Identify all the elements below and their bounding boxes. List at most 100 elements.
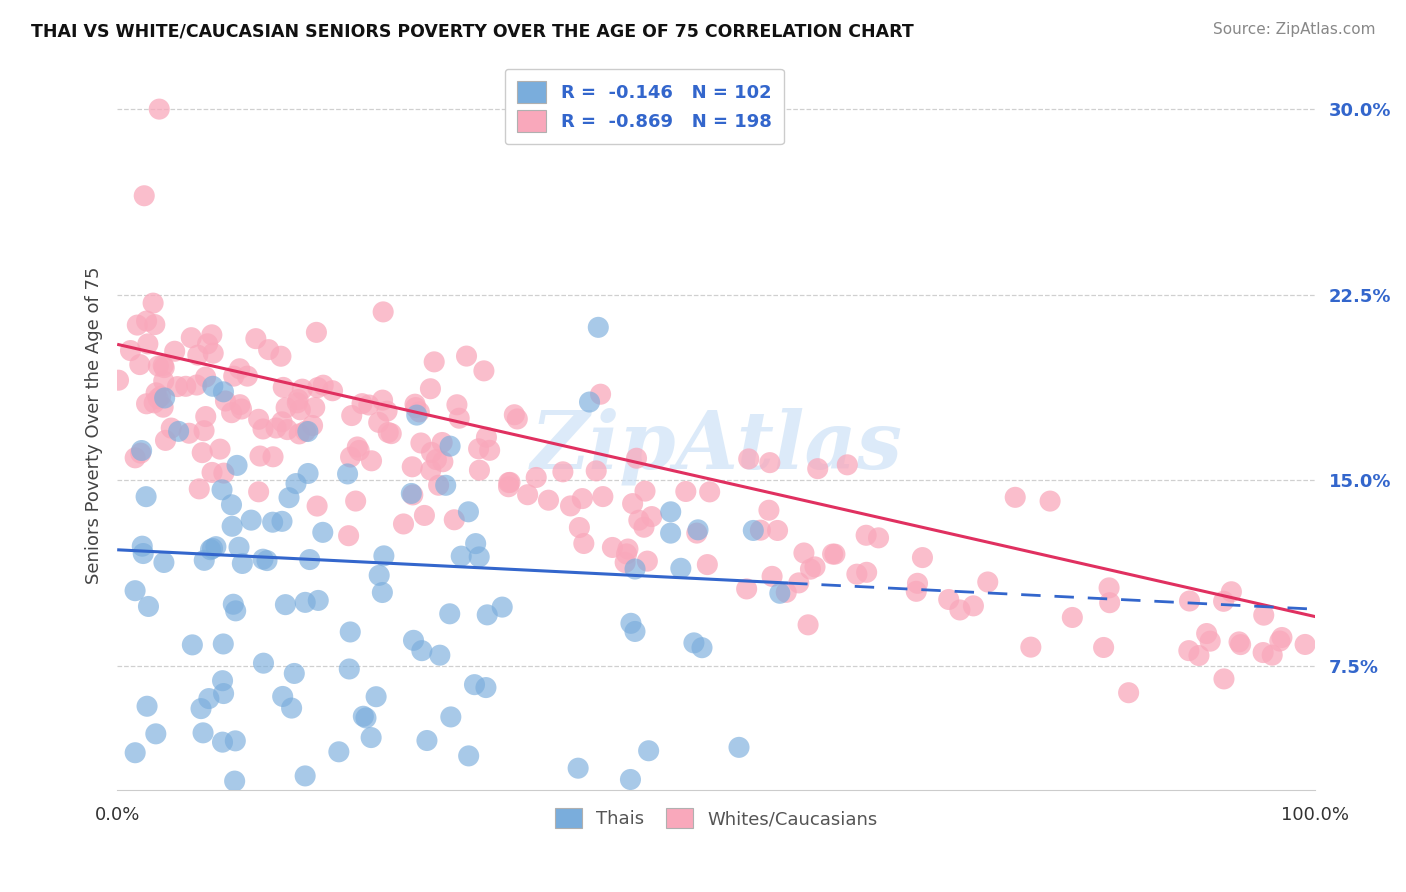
Point bbox=[868, 531, 890, 545]
Point bbox=[371, 393, 394, 408]
Point bbox=[249, 449, 271, 463]
Point bbox=[464, 536, 486, 550]
Point bbox=[1199, 634, 1222, 648]
Point bbox=[155, 434, 177, 448]
Point bbox=[368, 568, 391, 582]
Point bbox=[392, 516, 415, 531]
Point bbox=[567, 761, 589, 775]
Point bbox=[614, 556, 637, 570]
Point bbox=[191, 445, 214, 459]
Point bbox=[432, 455, 454, 469]
Point bbox=[690, 640, 713, 655]
Text: THAI VS WHITE/CAUCASIAN SENIORS POVERTY OVER THE AGE OF 75 CORRELATION CHART: THAI VS WHITE/CAUCASIAN SENIORS POVERTY … bbox=[31, 22, 914, 40]
Point bbox=[231, 402, 253, 417]
Point bbox=[907, 576, 929, 591]
Point bbox=[252, 422, 274, 436]
Point bbox=[124, 583, 146, 598]
Point bbox=[1188, 648, 1211, 663]
Point bbox=[626, 451, 648, 466]
Point bbox=[938, 592, 960, 607]
Point bbox=[247, 484, 270, 499]
Point bbox=[585, 464, 607, 478]
Point bbox=[252, 656, 274, 670]
Point bbox=[290, 402, 312, 417]
Point bbox=[142, 296, 165, 310]
Point bbox=[344, 494, 367, 508]
Point bbox=[624, 562, 647, 576]
Point bbox=[146, 392, 169, 406]
Point bbox=[193, 424, 215, 438]
Point bbox=[627, 513, 650, 527]
Point bbox=[166, 379, 188, 393]
Point bbox=[498, 480, 520, 494]
Point bbox=[138, 599, 160, 614]
Point bbox=[675, 484, 697, 499]
Point bbox=[1261, 648, 1284, 662]
Point bbox=[339, 624, 361, 639]
Point bbox=[127, 318, 149, 332]
Point bbox=[152, 400, 174, 414]
Point bbox=[136, 699, 159, 714]
Point bbox=[201, 379, 224, 393]
Point bbox=[467, 442, 489, 456]
Point bbox=[1294, 637, 1316, 651]
Point bbox=[602, 541, 624, 555]
Point bbox=[128, 358, 150, 372]
Point bbox=[190, 701, 212, 715]
Point bbox=[617, 542, 640, 557]
Point bbox=[148, 359, 170, 373]
Point bbox=[336, 467, 359, 481]
Point bbox=[107, 373, 129, 387]
Point bbox=[457, 505, 479, 519]
Point bbox=[236, 369, 259, 384]
Point bbox=[423, 355, 446, 369]
Point bbox=[440, 710, 463, 724]
Point bbox=[434, 478, 457, 492]
Point bbox=[799, 562, 821, 576]
Point bbox=[742, 524, 765, 538]
Point bbox=[761, 569, 783, 583]
Point bbox=[212, 384, 235, 399]
Point bbox=[456, 349, 478, 363]
Point bbox=[1118, 686, 1140, 700]
Point bbox=[728, 740, 751, 755]
Point bbox=[257, 343, 280, 357]
Point bbox=[775, 585, 797, 599]
Point bbox=[619, 772, 641, 787]
Point bbox=[163, 344, 186, 359]
Point bbox=[787, 575, 810, 590]
Point bbox=[231, 557, 253, 571]
Point bbox=[475, 430, 498, 444]
Point bbox=[222, 369, 245, 384]
Point bbox=[621, 497, 644, 511]
Point bbox=[136, 337, 159, 351]
Point bbox=[153, 360, 176, 375]
Point bbox=[427, 478, 450, 492]
Point bbox=[188, 482, 211, 496]
Text: ZipAtlas: ZipAtlas bbox=[530, 408, 903, 485]
Point bbox=[212, 637, 235, 651]
Point bbox=[143, 396, 166, 410]
Point bbox=[202, 346, 225, 360]
Point bbox=[149, 389, 172, 403]
Point bbox=[307, 381, 329, 395]
Point bbox=[132, 547, 155, 561]
Point bbox=[177, 426, 200, 441]
Point bbox=[181, 638, 204, 652]
Point bbox=[270, 349, 292, 363]
Point bbox=[200, 542, 222, 557]
Point bbox=[616, 547, 638, 561]
Point bbox=[322, 384, 344, 398]
Point bbox=[212, 687, 235, 701]
Point bbox=[1213, 672, 1236, 686]
Point bbox=[153, 556, 176, 570]
Point bbox=[475, 681, 498, 695]
Point bbox=[477, 607, 499, 622]
Point bbox=[228, 540, 250, 554]
Point bbox=[145, 727, 167, 741]
Point bbox=[905, 584, 928, 599]
Point bbox=[120, 343, 142, 358]
Point bbox=[472, 364, 495, 378]
Point bbox=[287, 392, 309, 407]
Point bbox=[339, 450, 361, 464]
